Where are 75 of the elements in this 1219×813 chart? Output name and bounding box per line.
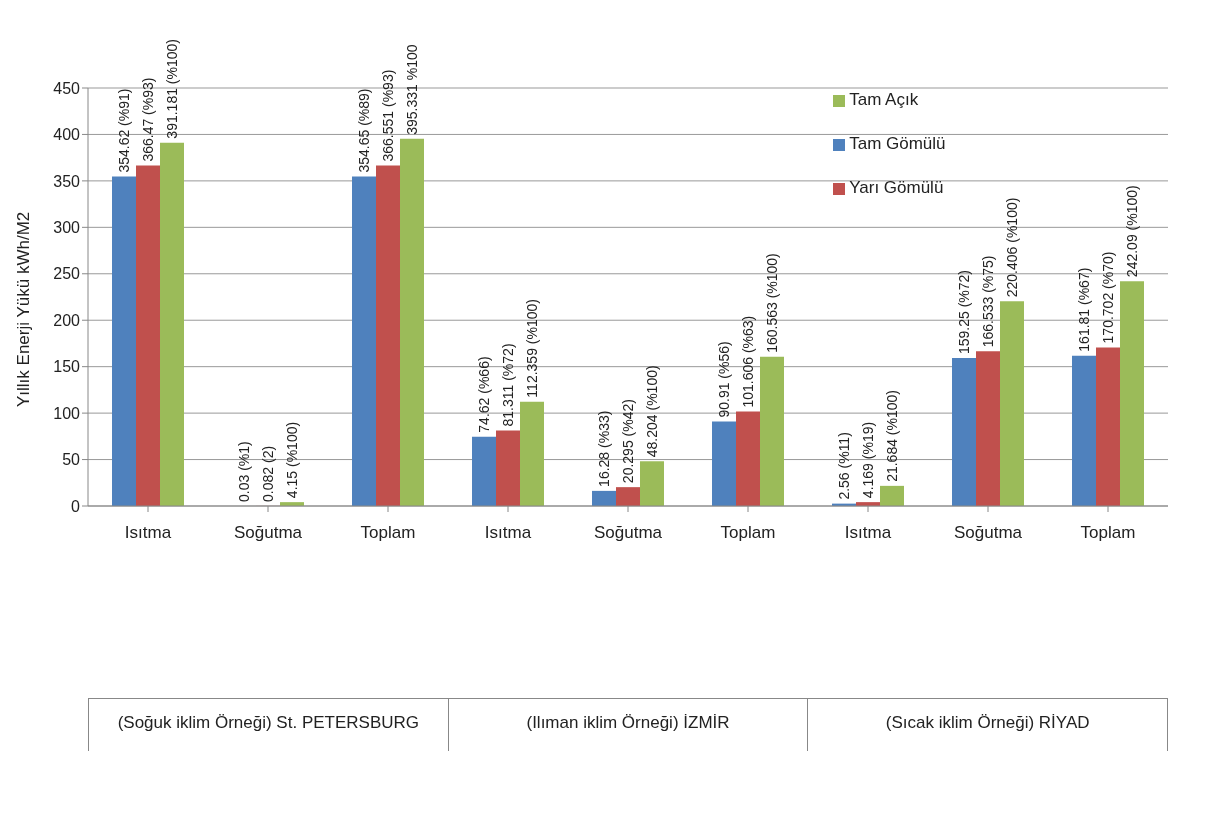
data-label: 21.684 (%100)	[884, 390, 900, 482]
data-label: 391.181 (%100)	[164, 39, 180, 139]
legend-label: Yarı Gömülü	[849, 178, 944, 197]
data-label: 112.359 (%100)	[524, 299, 540, 398]
data-label: 170.702 (%70)	[1100, 251, 1116, 344]
y-tick-label: 200	[53, 311, 81, 329]
data-label: 160.563 (%100)	[764, 253, 780, 353]
text: (Soğuk iklim Örneği) St. PETERSBURG	[88, 699, 448, 751]
bar	[1072, 355, 1096, 506]
bar	[1000, 301, 1024, 506]
data-label: 166.533 (%75)	[980, 255, 996, 348]
bar	[976, 351, 1000, 506]
data-label: 159.25 (%72)	[956, 270, 972, 355]
bar	[880, 485, 904, 506]
bar	[352, 176, 376, 506]
data-label: 101.606 (%63)	[740, 315, 756, 408]
data-label: 395.331 %100	[404, 44, 420, 135]
y-tick-label: 300	[53, 219, 81, 237]
x-tick-label: Toplam	[360, 523, 416, 543]
bar	[472, 436, 496, 506]
x-tick-label: Soğutma	[593, 523, 663, 543]
data-label: 354.65 (%89)	[356, 88, 372, 173]
data-label: 2.56 (%11)	[836, 432, 852, 500]
bar	[1096, 347, 1120, 506]
bar	[496, 430, 520, 506]
legend-label: Tam Açık	[849, 90, 919, 109]
x-tick-label: Isıtma	[124, 523, 172, 543]
bar	[640, 461, 664, 506]
bar	[376, 165, 400, 506]
bar	[1120, 281, 1144, 506]
x-tick-label: Soğutma	[953, 523, 1023, 543]
bar	[160, 142, 184, 506]
bar	[136, 165, 160, 506]
x-tick-label: Isıtma	[844, 523, 892, 543]
bar	[736, 411, 760, 506]
y-tick-label: 250	[53, 265, 81, 283]
data-label: 0.03 (%1)	[236, 441, 252, 502]
data-label: 0.082 (2)	[260, 445, 276, 502]
legend-label: Tam Gömülü	[849, 134, 946, 153]
text: (Sıcak iklim Örneği) RİYAD	[807, 699, 1169, 751]
data-label: 74.62 (%66)	[476, 356, 492, 433]
x-tick-label: Soğutma	[233, 523, 303, 543]
y-tick-label: 0	[71, 497, 81, 515]
data-label: 366.47 (%93)	[140, 77, 156, 162]
x-tick-label: Toplam	[1080, 523, 1136, 543]
data-label: 161.81 (%67)	[1076, 267, 1092, 352]
data-label: 4.15 (%100)	[284, 421, 300, 499]
bar	[616, 487, 640, 506]
bar	[712, 421, 736, 506]
y-tick-label: 450	[53, 79, 81, 97]
y-tick-label: 100	[53, 404, 81, 422]
y-tick-label: 50	[62, 451, 81, 469]
y-axis-title: Yıllık Enerji Yükü kWh/M2	[14, 211, 34, 407]
y-tick-label: 350	[53, 172, 81, 190]
bar	[760, 356, 784, 506]
data-label: 354.62 (%91)	[116, 88, 132, 173]
data-label: 242.09 (%100)	[1124, 185, 1140, 278]
x-tick-label: Isıtma	[484, 523, 532, 543]
x-tick-label: Toplam	[720, 523, 776, 543]
bar	[520, 401, 544, 506]
data-label: 366.551 (%93)	[380, 69, 396, 162]
bar	[592, 490, 616, 506]
data-label: 4.169 (%19)	[860, 421, 876, 499]
data-label: 48.204 (%100)	[644, 365, 660, 458]
bar	[400, 138, 424, 506]
data-label: 90.91 (%56)	[716, 341, 732, 418]
y-tick-label: 400	[53, 126, 81, 144]
bar	[112, 176, 136, 506]
bar	[952, 358, 976, 506]
data-label: 81.311 (%72)	[500, 343, 516, 427]
text: (Ilıman iklim Örneği) İZMİR	[447, 699, 808, 751]
y-tick-label: 150	[53, 358, 81, 376]
data-label: 220.406 (%100)	[1004, 197, 1020, 298]
data-label: 20.295 (%42)	[620, 399, 636, 484]
data-label: 16.28 (%33)	[596, 410, 612, 487]
